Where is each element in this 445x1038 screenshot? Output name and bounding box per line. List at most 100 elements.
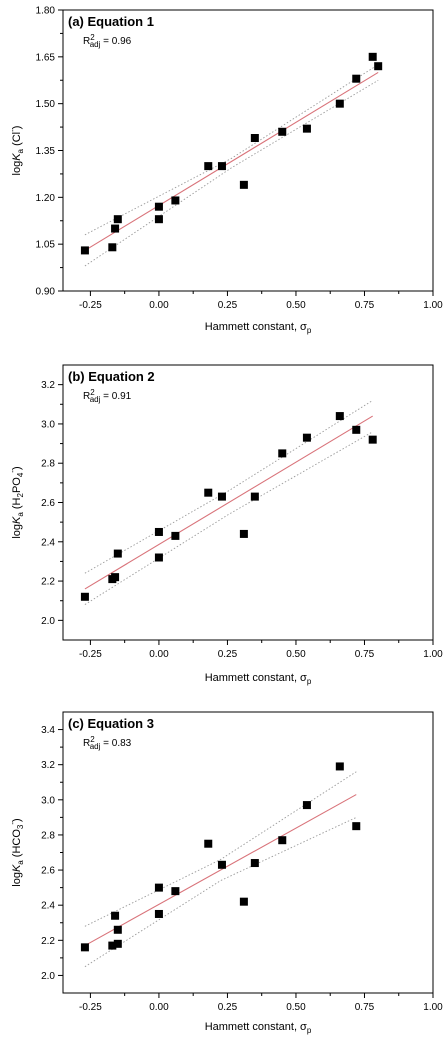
y-tick-label: 1.05 bbox=[36, 240, 56, 251]
y-tick-label: 2.0 bbox=[41, 971, 55, 982]
y-axis-title: logKa (Cl-) bbox=[8, 126, 25, 176]
y-tick-label: 0.90 bbox=[36, 287, 56, 298]
data-point bbox=[154, 215, 163, 224]
data-point bbox=[217, 860, 226, 869]
data-point bbox=[171, 531, 180, 540]
x-tick-label: 0.50 bbox=[286, 649, 306, 660]
data-point bbox=[302, 801, 311, 810]
data-point bbox=[154, 553, 163, 562]
data-point bbox=[111, 911, 120, 920]
data-point bbox=[113, 939, 122, 948]
y-tick-label: 3.0 bbox=[41, 795, 55, 806]
data-point bbox=[352, 425, 361, 434]
y-tick-label: 2.6 bbox=[41, 498, 55, 509]
panel-title: (a) Equation 1 bbox=[68, 14, 154, 29]
y-tick-label: 3.0 bbox=[41, 419, 55, 430]
y-tick-label: 3.2 bbox=[41, 380, 55, 391]
data-point bbox=[111, 573, 120, 582]
plot-frame bbox=[62, 711, 434, 994]
data-point bbox=[80, 246, 89, 255]
x-tick-label: 0.00 bbox=[149, 1002, 169, 1013]
confidence-band-upper bbox=[84, 64, 379, 236]
data-point bbox=[108, 941, 117, 950]
data-point bbox=[368, 52, 377, 61]
x-tick-label: 0.25 bbox=[218, 300, 238, 311]
confidence-band-upper bbox=[84, 771, 357, 927]
x-tick-label: 0.25 bbox=[218, 1002, 238, 1013]
data-point bbox=[239, 529, 248, 538]
data-point bbox=[204, 839, 213, 848]
data-point bbox=[217, 492, 226, 501]
data-point bbox=[250, 134, 259, 143]
data-point bbox=[302, 124, 311, 133]
x-tick-label: 1.00 bbox=[423, 1002, 443, 1013]
data-point bbox=[374, 62, 383, 71]
plot-frame bbox=[62, 9, 434, 292]
data-point bbox=[368, 435, 377, 444]
x-tick-label: 1.00 bbox=[423, 300, 443, 311]
data-point bbox=[204, 488, 213, 497]
y-tick-label: 2.4 bbox=[41, 537, 55, 548]
x-tick-label: 0.75 bbox=[355, 300, 375, 311]
data-point bbox=[239, 897, 248, 906]
chart-panel-2: -0.25 0.00 0.25 0.50 0.75 1.00 2.0 2.2 2.4 2.6 2.8… bbox=[8, 364, 443, 686]
x-tick-label: 0.00 bbox=[149, 300, 169, 311]
data-point bbox=[113, 925, 122, 934]
confidence-band-lower bbox=[84, 816, 357, 968]
confidence-band-upper bbox=[84, 400, 373, 574]
data-point bbox=[250, 859, 259, 868]
data-point bbox=[154, 527, 163, 536]
data-point bbox=[335, 412, 344, 421]
data-point bbox=[335, 762, 344, 771]
data-point bbox=[171, 196, 180, 205]
data-point bbox=[352, 74, 361, 83]
chart-panel-1: -0.25 0.00 0.25 0.50 0.75 1.00 0.90 1.05 1.20 1.3… bbox=[8, 6, 443, 336]
fit-line bbox=[84, 794, 357, 947]
x-tick-label: 0.00 bbox=[149, 649, 169, 660]
x-tick-label: -0.25 bbox=[79, 1002, 102, 1013]
y-tick-label: 1.65 bbox=[36, 52, 56, 63]
data-point bbox=[108, 243, 117, 252]
y-tick-label: 1.50 bbox=[36, 99, 56, 110]
y-tick-label: 2.6 bbox=[41, 866, 55, 877]
data-point bbox=[278, 836, 287, 845]
r2-annotation: R2 adj = 0.96 bbox=[83, 33, 132, 49]
data-point bbox=[154, 202, 163, 211]
plot-frame bbox=[62, 364, 434, 641]
y-tick-label: 2.8 bbox=[41, 459, 55, 470]
data-point bbox=[80, 943, 89, 952]
y-axis-title: logKa (HCO3-) bbox=[8, 818, 25, 886]
data-point bbox=[352, 822, 361, 831]
y-tick-label: 3.4 bbox=[41, 725, 55, 736]
data-point bbox=[171, 887, 180, 896]
x-axis-title: Hammett constant, σp bbox=[205, 1021, 312, 1035]
y-tick-label: 3.2 bbox=[41, 760, 55, 771]
y-tick-label: 2.8 bbox=[41, 830, 55, 841]
data-point bbox=[113, 215, 122, 224]
data-point bbox=[278, 449, 287, 458]
y-tick-label: 1.35 bbox=[36, 146, 56, 157]
y-tick-label: 1.80 bbox=[36, 6, 56, 17]
confidence-band-lower bbox=[84, 79, 379, 267]
y-tick-label: 2.2 bbox=[41, 577, 55, 588]
r2-annotation: R2 adj = 0.91 bbox=[83, 388, 132, 404]
y-tick-label: 2.4 bbox=[41, 901, 55, 912]
chart-panel-3: -0.25 0.00 0.25 0.50 0.75 1.00 2.0 2.2 2.4 2.6 2.8… bbox=[8, 711, 443, 1035]
x-tick-label: -0.25 bbox=[79, 300, 102, 311]
data-point bbox=[113, 549, 122, 558]
data-point bbox=[239, 180, 248, 189]
x-tick-label: 0.50 bbox=[286, 1002, 306, 1013]
y-tick-label: 2.0 bbox=[41, 616, 55, 627]
data-point bbox=[154, 909, 163, 918]
x-axis-title: Hammett constant, σp bbox=[205, 672, 312, 686]
x-tick-label: 0.75 bbox=[355, 649, 375, 660]
y-tick-label: 2.2 bbox=[41, 936, 55, 947]
x-tick-label: 0.75 bbox=[355, 1002, 375, 1013]
x-tick-label: -0.25 bbox=[79, 649, 102, 660]
data-point bbox=[335, 99, 344, 108]
panel-title: (b) Equation 2 bbox=[68, 369, 155, 384]
data-point bbox=[154, 883, 163, 892]
x-tick-label: 0.25 bbox=[218, 649, 238, 660]
y-axis-title: logKa (H2PO4-) bbox=[8, 466, 25, 538]
